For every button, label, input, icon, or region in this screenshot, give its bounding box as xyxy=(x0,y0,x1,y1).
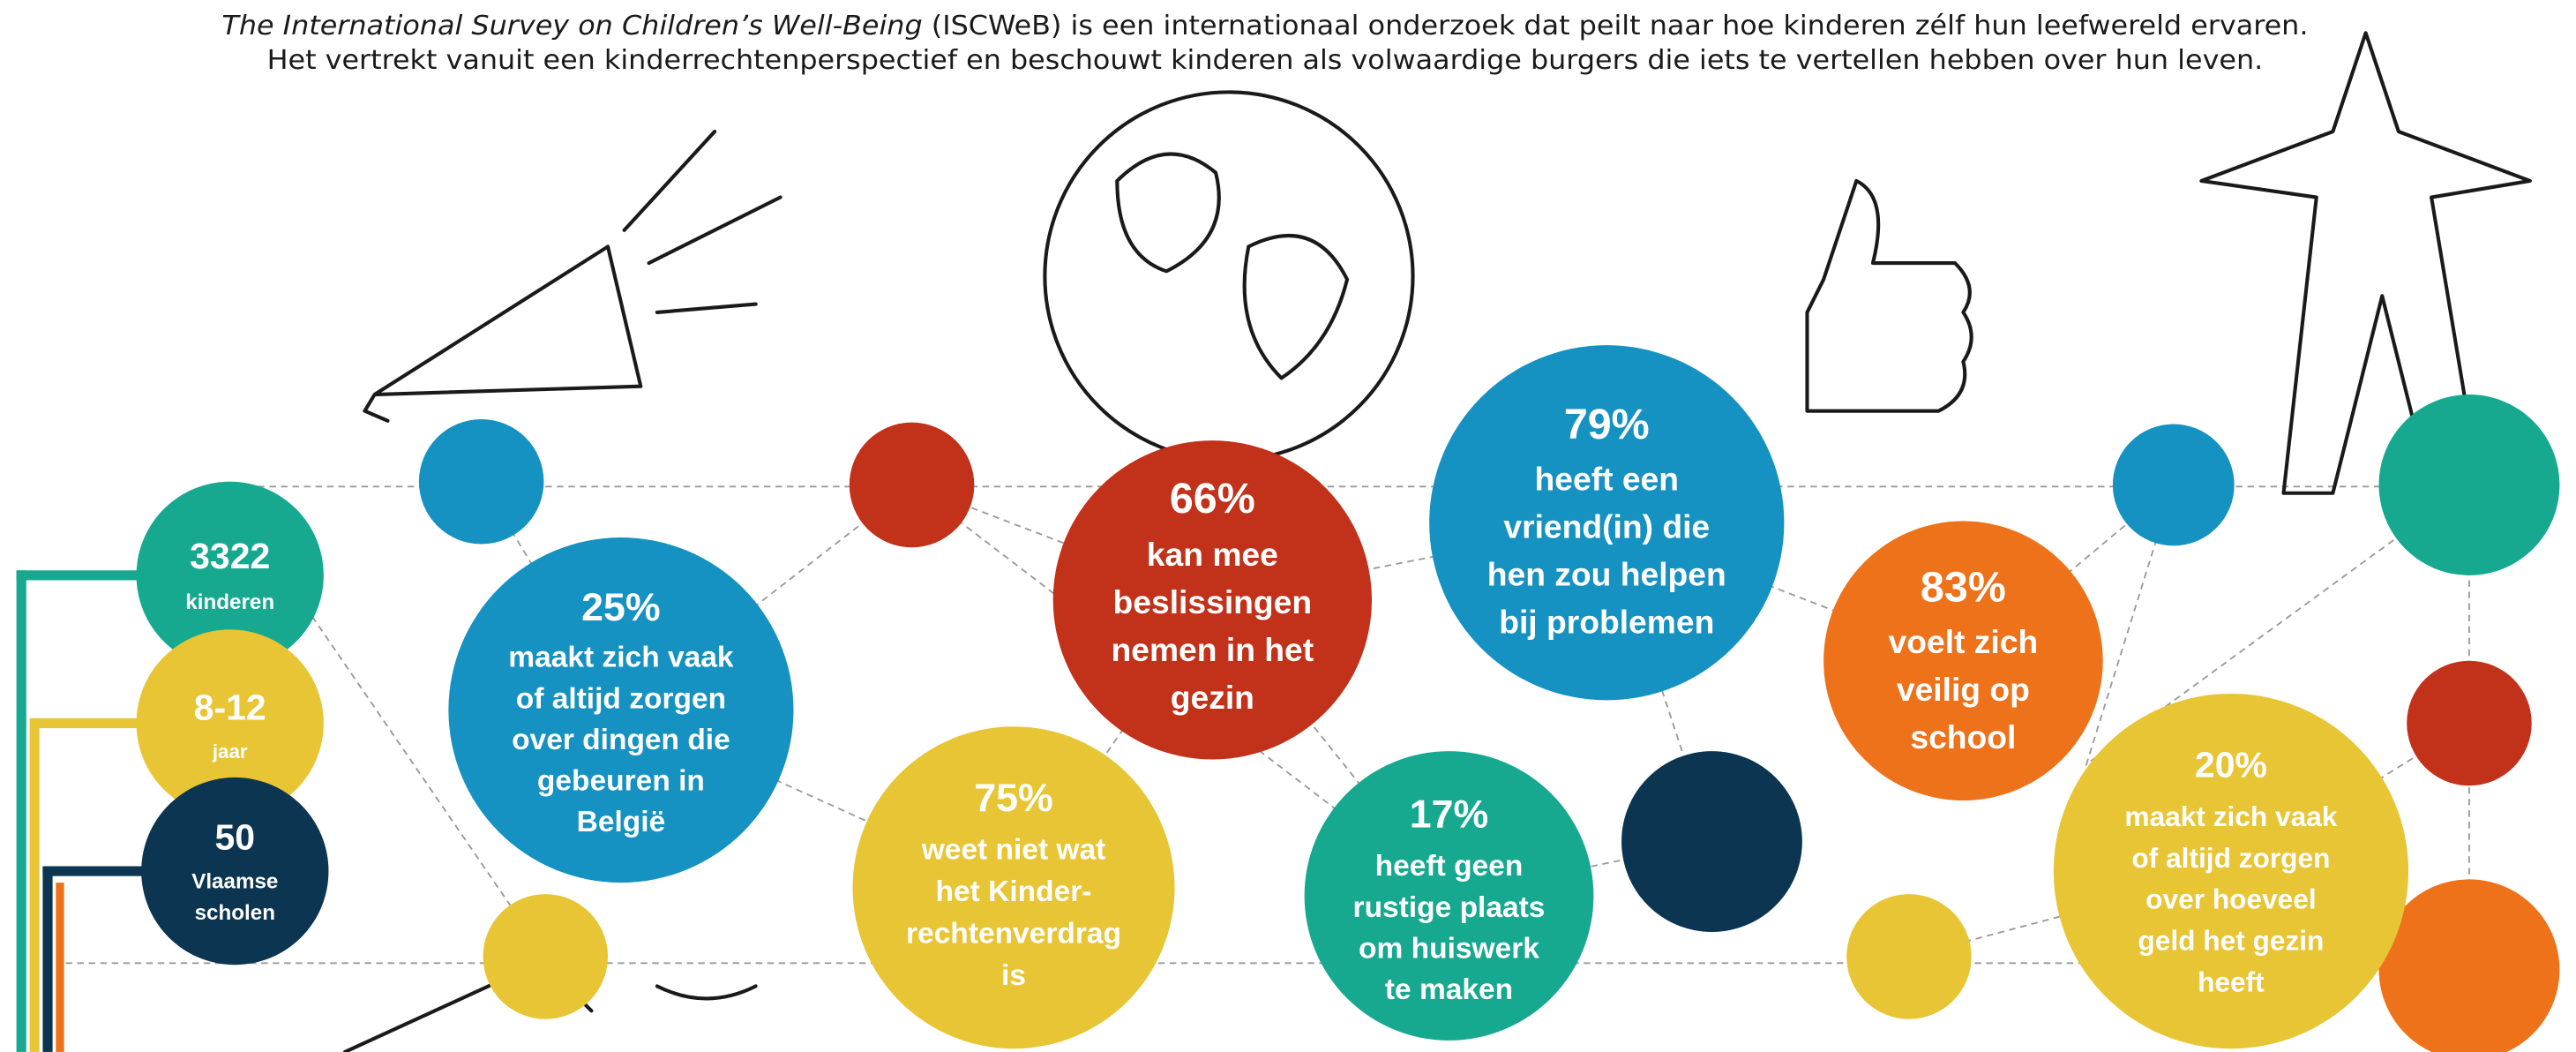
stat-circles xyxy=(136,345,2560,1052)
stat-value: 8-12 xyxy=(194,687,266,727)
header-text: (ISCWeB) is een internationaal onderzoek… xyxy=(923,10,2309,41)
stat-circle xyxy=(448,537,794,883)
stat-value: 66% xyxy=(1170,475,1255,522)
deco-circle xyxy=(2378,394,2560,575)
stat-label: of altijd zorgen xyxy=(516,682,726,715)
bar-yellow-arm xyxy=(29,718,145,729)
stat-label: te maken xyxy=(1385,973,1513,1006)
stat-value: 50 xyxy=(215,817,256,858)
header: The International Survey on Children’s W… xyxy=(221,10,2308,75)
stat-circle xyxy=(1823,521,2103,800)
stat-circle xyxy=(1052,440,1372,760)
bar-yellow xyxy=(29,718,40,1052)
deco-circle xyxy=(2112,424,2235,546)
stat-label: vriend(in) die xyxy=(1503,508,1710,545)
stat-label: gezin xyxy=(1171,679,1254,716)
stat-label: scholen xyxy=(195,901,275,925)
stat-label: nemen in het xyxy=(1112,631,1314,668)
stat-circle xyxy=(141,777,329,966)
stat-label: school xyxy=(1910,718,2016,755)
stat-label: het Kinder- xyxy=(936,875,1092,908)
stat-label: of altijd zorgen xyxy=(2131,842,2330,874)
header-line: Het vertrekt vanuit een kinderrechtenper… xyxy=(267,44,2264,75)
stat-label: over dingen die xyxy=(512,724,730,756)
stat-value: 83% xyxy=(1921,563,2006,611)
stat-value: 75% xyxy=(974,777,1052,820)
stat-label: om huiswerk xyxy=(1359,932,1539,965)
stat-label: heeft een xyxy=(1535,461,1679,498)
deco-circle xyxy=(1846,894,1972,1019)
stat-label: kan mee xyxy=(1147,536,1278,573)
stat-label: over hoeveel xyxy=(2145,883,2316,915)
dash-line xyxy=(1908,722,2470,958)
stat-value: 79% xyxy=(1564,401,1650,448)
stat-label: weet niet wat xyxy=(921,834,1106,867)
bar-navy xyxy=(42,866,53,1052)
megaphone-waves xyxy=(622,130,783,314)
human-figure xyxy=(2199,31,2532,495)
deco-circle xyxy=(2407,660,2532,786)
stat-label: hen zou helpen xyxy=(1487,556,1726,593)
bar-teal-arm xyxy=(16,570,148,581)
stat-label: heeft geen xyxy=(1375,850,1524,883)
deco-circle xyxy=(2378,879,2560,1052)
globe-land xyxy=(1115,152,1350,380)
stat-label: België xyxy=(577,806,666,838)
stat-label: gebeuren in xyxy=(537,764,705,797)
stat-label: kinderen xyxy=(185,590,274,614)
stat-label: jaar xyxy=(212,740,248,763)
bar-teal xyxy=(16,570,26,1052)
stat-label: heeft xyxy=(2198,966,2265,998)
stat-texts: 3322 kinderen 8-12 jaar 50 Vlaamse scholen 25% m… xyxy=(185,401,2338,1006)
stat-circle xyxy=(136,481,324,670)
stat-circle xyxy=(136,629,324,817)
bar-navy-arm xyxy=(42,866,145,876)
stat-label: geld het gezin xyxy=(2138,925,2324,957)
stat-label: rechtenverdrag xyxy=(906,918,1121,951)
stat-value: 20% xyxy=(2195,745,2267,785)
stat-label: Vlaamse xyxy=(191,869,278,893)
globe xyxy=(1043,90,1415,462)
deco-circle xyxy=(1621,751,1802,932)
stat-label: maakt zich vaak xyxy=(2124,800,2337,832)
header-italic: The International Survey on Children’s W… xyxy=(221,10,922,41)
stat-circle xyxy=(1304,751,1594,1041)
stat-label: beslissingen xyxy=(1113,583,1313,620)
stat-circle xyxy=(852,726,1175,1049)
side-bars xyxy=(16,570,148,1052)
stat-label: is xyxy=(1001,959,1026,992)
stat-value: 17% xyxy=(1410,793,1488,836)
deco-circle xyxy=(483,894,609,1019)
stat-label: maakt zich vaak xyxy=(508,642,734,674)
stat-value: 25% xyxy=(581,586,660,629)
deco-circle xyxy=(418,418,544,545)
stat-value: 3322 xyxy=(190,536,270,576)
stat-label: bij problemen xyxy=(1499,604,1714,641)
stat-label: rustige plaats xyxy=(1353,891,1546,924)
bar-orange xyxy=(56,883,64,1052)
header-text: Het vertrekt vanuit een kinderrechtenper… xyxy=(267,44,2264,75)
stat-circle xyxy=(1429,345,1785,701)
deco-circle xyxy=(849,422,975,548)
thumb-up xyxy=(1805,178,1973,413)
megaphone xyxy=(363,244,643,423)
stat-label: veilig op xyxy=(1897,671,2030,708)
stat-circle xyxy=(2053,693,2409,1049)
header-line: The International Survey on Children’s W… xyxy=(221,10,2308,41)
stat-label: voelt zich xyxy=(1889,623,2039,660)
